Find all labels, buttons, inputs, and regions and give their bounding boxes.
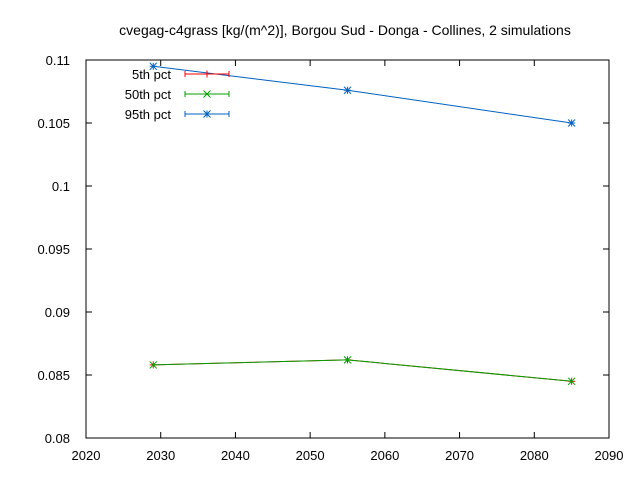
legend-label: 5th pct bbox=[132, 67, 171, 82]
x-tick-label: 2040 bbox=[221, 448, 250, 463]
data-point-marker bbox=[149, 62, 158, 71]
y-tick-label: 0.085 bbox=[37, 368, 70, 383]
x-tick-label: 2050 bbox=[296, 448, 325, 463]
x-tick-label: 2070 bbox=[445, 448, 474, 463]
x-tick-label: 2030 bbox=[146, 448, 175, 463]
data-point-marker bbox=[203, 70, 211, 78]
x-tick-label: 2020 bbox=[72, 448, 101, 463]
y-tick-label: 0.11 bbox=[46, 53, 70, 68]
series-line-1 bbox=[153, 359, 572, 382]
y-tick-label: 0.105 bbox=[37, 116, 70, 131]
y-tick-label: 0.09 bbox=[45, 305, 70, 320]
legend-label: 95th pct bbox=[125, 107, 172, 122]
x-tick-label: 2060 bbox=[370, 448, 399, 463]
x-tick-label: 2080 bbox=[520, 448, 549, 463]
y-axis: 0.08 0.085 0.09 0.095 0.1 0.105 0.11 bbox=[37, 53, 609, 446]
x-axis: 2020 2030 2040 2050 2060 2070 2080 2090 bbox=[72, 60, 624, 463]
y-tick-label: 0.095 bbox=[37, 242, 70, 257]
data-point-marker bbox=[567, 119, 576, 127]
data-point-marker bbox=[567, 377, 576, 386]
x-tick-label: 2090 bbox=[595, 448, 624, 463]
legend: 5th pct 50th pct 95th pct bbox=[125, 67, 230, 122]
chart-title: cvegag-c4grass [kg/(m^2)], Borgou Sud - … bbox=[119, 22, 571, 38]
legend-label: 50th pct bbox=[125, 87, 172, 102]
series-layer bbox=[149, 62, 576, 386]
data-point-marker bbox=[343, 356, 352, 364]
y-tick-label: 0.08 bbox=[45, 431, 70, 446]
data-point-marker bbox=[149, 361, 158, 369]
data-point-marker bbox=[343, 86, 352, 95]
data-point-marker bbox=[203, 110, 211, 118]
y-tick-label: 0.1 bbox=[52, 179, 70, 194]
data-point-marker bbox=[203, 90, 211, 98]
